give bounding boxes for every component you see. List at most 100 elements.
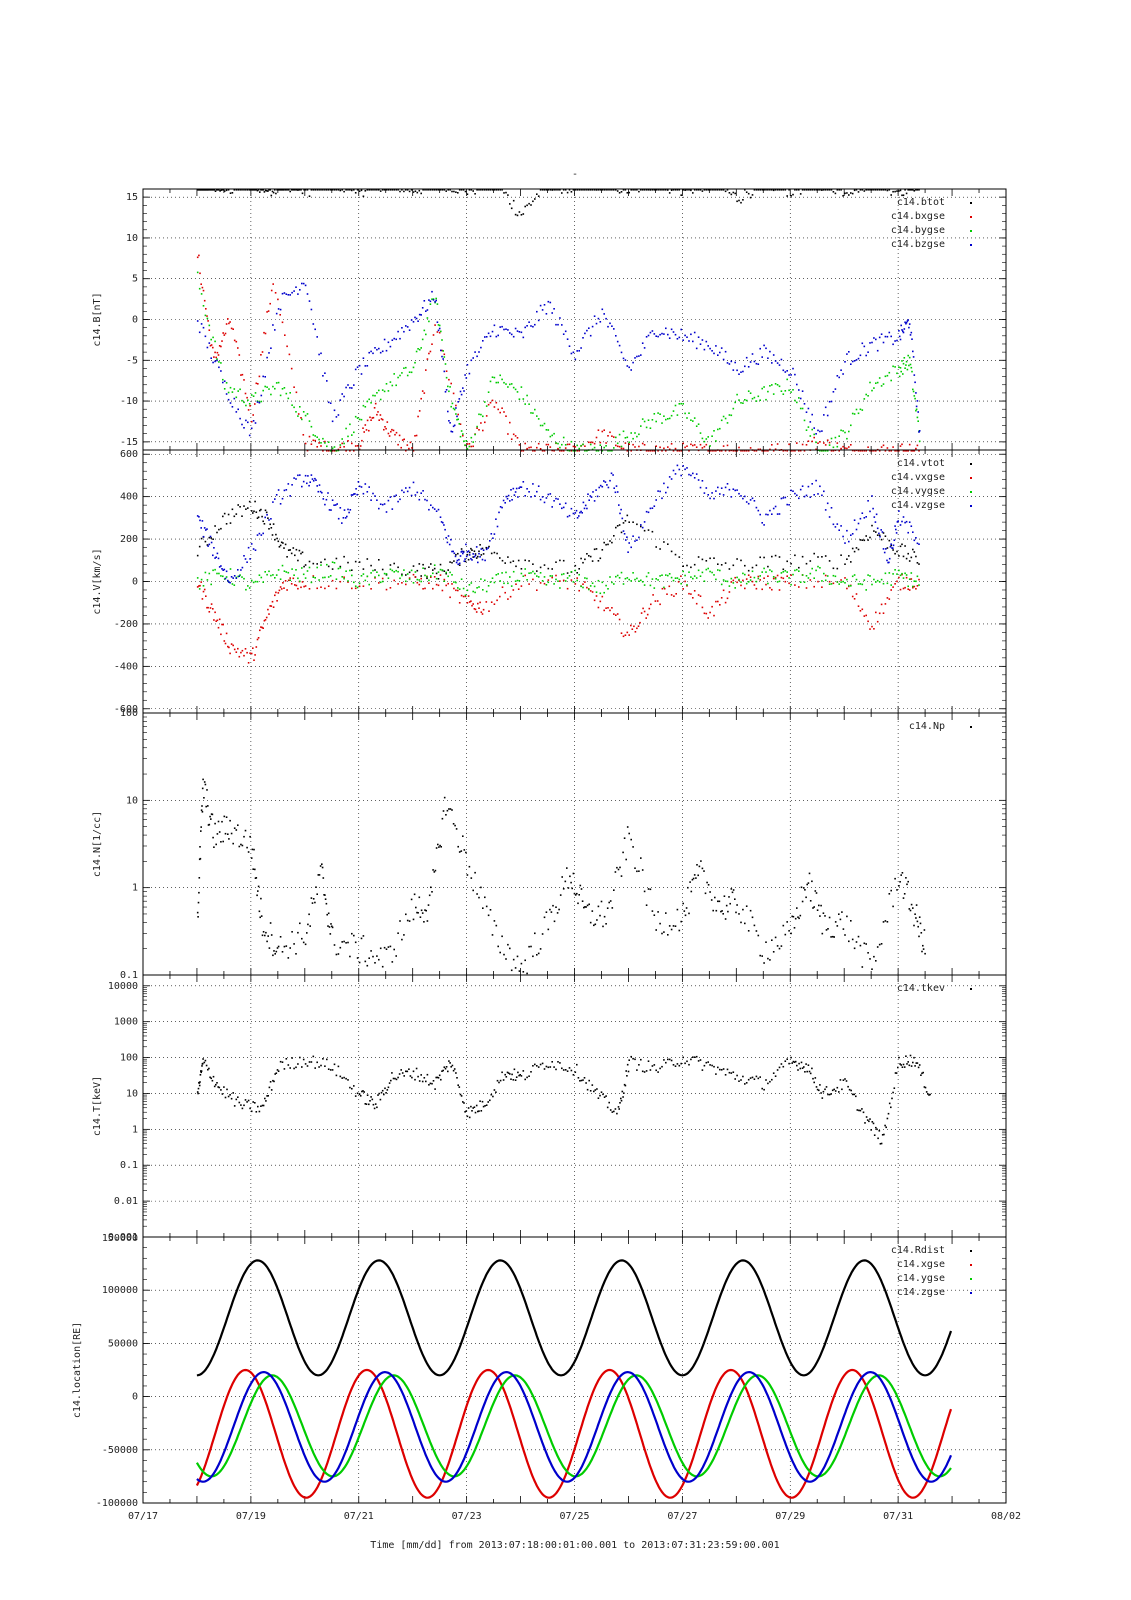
data-point — [640, 354, 642, 356]
data-point — [674, 189, 677, 191]
data-point — [480, 413, 482, 416]
data-point — [757, 395, 760, 398]
data-point — [830, 507, 833, 509]
data-point — [202, 778, 204, 781]
data-point — [603, 446, 605, 449]
data-point — [509, 595, 512, 598]
data-point — [369, 1100, 371, 1102]
data-point — [208, 342, 211, 344]
data-point — [898, 375, 901, 378]
data-point — [686, 445, 688, 447]
data-point — [620, 531, 623, 534]
data-point — [649, 1069, 652, 1071]
data-point — [349, 509, 352, 511]
data-point — [645, 575, 648, 578]
data-point — [528, 202, 530, 205]
data-point — [912, 388, 914, 391]
data-point — [605, 607, 607, 609]
data-point — [229, 522, 232, 524]
data-point — [477, 561, 479, 564]
data-point — [774, 554, 777, 557]
data-point — [532, 578, 534, 581]
data-point — [425, 909, 427, 912]
data-point — [855, 528, 858, 531]
data-point — [426, 499, 428, 502]
data-point — [199, 272, 201, 275]
data-point — [293, 406, 295, 409]
data-point — [609, 479, 611, 482]
data-point — [362, 195, 365, 198]
data-point — [867, 395, 869, 397]
data-point — [449, 808, 452, 810]
data-point — [744, 587, 746, 590]
data-point — [584, 558, 586, 561]
data-point — [780, 497, 783, 500]
data-point — [287, 294, 290, 296]
data-point — [438, 331, 441, 334]
data-point — [578, 450, 580, 452]
data-point — [362, 357, 365, 359]
data-point — [863, 579, 866, 581]
data-point — [453, 424, 456, 427]
data-point — [327, 912, 330, 915]
data-point — [325, 902, 328, 905]
data-point — [817, 442, 819, 444]
data-point — [929, 1093, 931, 1096]
data-point — [274, 577, 276, 579]
data-point — [630, 1055, 632, 1058]
data-point — [299, 289, 301, 291]
data-point — [339, 580, 342, 583]
data-point — [363, 431, 365, 433]
data-point — [836, 567, 839, 570]
data-point — [876, 1128, 878, 1131]
data-point — [630, 369, 632, 371]
data-point — [562, 189, 565, 191]
y-tick-label: 200 — [120, 534, 138, 545]
data-point — [238, 1101, 241, 1104]
data-point — [619, 1102, 621, 1104]
data-point — [339, 507, 342, 509]
data-point — [566, 338, 569, 340]
data-point — [440, 846, 442, 848]
data-point — [634, 540, 636, 542]
data-point — [229, 568, 232, 570]
data-point — [640, 524, 642, 526]
data-point — [216, 552, 219, 555]
data-point — [361, 439, 363, 442]
data-point — [906, 883, 908, 886]
data-point — [227, 1095, 230, 1098]
data-point — [215, 1083, 217, 1086]
data-point — [820, 1092, 822, 1094]
data-point — [605, 584, 607, 587]
data-point — [220, 370, 222, 372]
data-point — [626, 577, 629, 579]
data-point — [728, 568, 731, 570]
data-point — [266, 573, 268, 576]
data-point — [412, 582, 415, 584]
data-point — [326, 380, 328, 382]
data-point — [510, 438, 513, 440]
data-point — [875, 189, 877, 191]
data-point — [651, 450, 654, 452]
data-point — [684, 468, 686, 471]
data-point — [613, 535, 615, 537]
data-point — [568, 189, 571, 191]
data-point — [443, 356, 446, 358]
data-point — [547, 928, 550, 931]
data-point — [709, 347, 711, 350]
data-point — [464, 594, 467, 597]
data-point — [532, 1065, 534, 1067]
data-point — [774, 189, 777, 191]
data-point — [648, 607, 651, 610]
data-point — [720, 910, 722, 913]
data-point — [312, 439, 315, 442]
data-point — [724, 450, 727, 452]
data-point — [735, 911, 737, 914]
data-point — [780, 945, 783, 947]
data-point — [703, 189, 706, 191]
data-point — [433, 564, 436, 566]
data-point — [339, 567, 342, 569]
data-point — [414, 494, 417, 496]
data-point — [530, 325, 532, 327]
data-point — [433, 871, 436, 873]
